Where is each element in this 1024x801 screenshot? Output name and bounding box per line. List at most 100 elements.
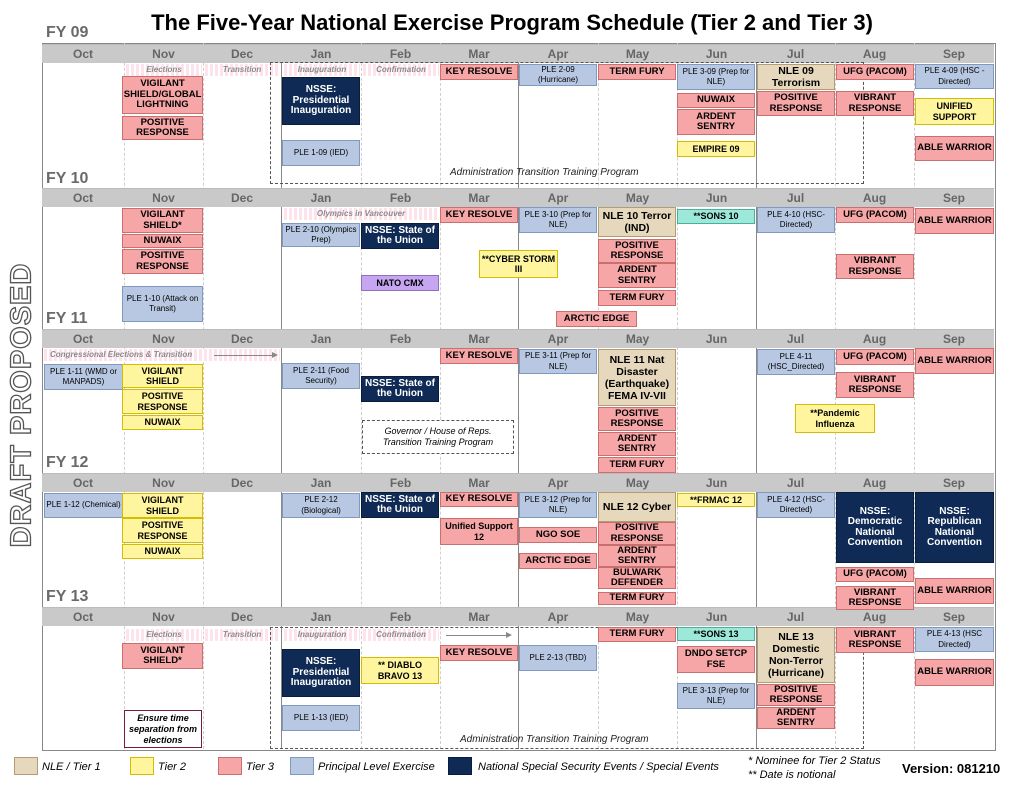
event-block[interactable]: VIGILANT SHIELD* [122, 643, 203, 669]
event-block[interactable]: ARDENT SENTRY [598, 432, 676, 456]
event-block[interactable]: NSSE: State of the Union [361, 223, 439, 249]
event-block[interactable]: PLE 2-10 (Olympics Prep) [282, 223, 360, 247]
event-block[interactable]: ARCTIC EDGE [556, 311, 637, 327]
event-block[interactable]: KEY RESOLVE [440, 207, 518, 223]
event-block[interactable]: PLE 3-13 (Prep for NLE) [677, 683, 755, 709]
event-block[interactable]: BULWARK DEFENDER [598, 567, 676, 589]
event-block[interactable]: NLE 11 Nat Disaster (Earthquake) FEMA IV… [598, 349, 676, 406]
event-block[interactable]: NLE 09 Terrorism [757, 64, 835, 90]
event-block[interactable]: **FRMAC 12 [677, 493, 755, 507]
event-block[interactable]: ** DIABLO BRAVO 13 [361, 657, 439, 684]
event-block[interactable]: NUWAIX [122, 544, 203, 559]
event-block[interactable]: NGO SOE [519, 527, 597, 543]
event-block[interactable]: TERM FURY [598, 64, 676, 80]
event-block[interactable]: PLE 2-09 (Hurricane) [519, 64, 597, 86]
event-block[interactable]: VIGILANT SHIELD/GLOBAL LIGHTNING [122, 76, 203, 114]
event-block[interactable]: UNIFIED SUPPORT [915, 98, 994, 125]
event-block[interactable]: POSITIVE RESPONSE [122, 389, 203, 414]
event-block[interactable]: UFG (PACOM) [836, 207, 914, 223]
event-block[interactable]: NUWAIX [122, 234, 203, 248]
event-block[interactable]: POSITIVE RESPONSE [122, 116, 203, 140]
event-block[interactable]: PLE 4-12 (HSC-Directed) [757, 492, 835, 518]
event-block[interactable]: VIBRANT RESPONSE [836, 627, 914, 653]
event-block[interactable]: ARDENT SENTRY [677, 109, 755, 135]
event-block[interactable]: VIGILANT SHIELD [122, 364, 203, 388]
event-block[interactable]: NLE 10 Terror (IND) [598, 207, 676, 237]
event-block[interactable]: NSSE: State of the Union [361, 376, 439, 402]
event-block[interactable]: TERM FURY [598, 592, 676, 605]
event-block[interactable]: NSSE: Presidential Inauguration [282, 649, 360, 697]
event-block[interactable]: POSITIVE RESPONSE [757, 91, 835, 116]
event-block[interactable]: PLE 2-12 (Biological) [282, 493, 360, 518]
event-block[interactable]: PLE 1-12 (Chemical) [44, 493, 123, 518]
event-block[interactable]: DNDO SETCP FSE [677, 646, 755, 673]
event-block[interactable]: **Pandemic Influenza [795, 404, 875, 433]
event-block[interactable]: KEY RESOLVE [440, 492, 518, 507]
event-block[interactable]: UFG (PACOM) [836, 567, 914, 582]
month-label: Mar [468, 332, 490, 346]
event-block[interactable]: NSSE: State of the Union [361, 492, 439, 518]
event-block[interactable]: EMPIRE 09 [677, 141, 755, 157]
event-block[interactable]: NSSE: Presidential Inauguration [282, 77, 360, 125]
month-label: Dec [230, 47, 253, 61]
event-block[interactable]: NLE 12 Cyber [598, 492, 676, 522]
event-block[interactable]: NUWAIX [122, 415, 203, 430]
event-block[interactable]: PLE 1-10 (Attack on Transit) [122, 286, 203, 322]
event-block[interactable]: UFG (PACOM) [836, 64, 914, 80]
month-label: Jul [786, 191, 805, 205]
event-block[interactable]: ABLE WARRIOR [915, 348, 994, 374]
event-block[interactable]: PLE 1-13 (IED) [282, 705, 360, 731]
event-block[interactable]: KEY RESOLVE [440, 645, 518, 661]
month-label: May [625, 610, 650, 624]
event-block[interactable]: NUWAIX [677, 93, 755, 108]
event-block[interactable]: VIBRANT RESPONSE [836, 254, 914, 279]
event-block[interactable]: ABLE WARRIOR [915, 208, 994, 234]
congressional-band: Congressional Elections & Transition [44, 349, 280, 361]
event-block[interactable]: POSITIVE RESPONSE [598, 239, 676, 263]
event-block[interactable]: NSSE: Republican National Convention [915, 492, 994, 563]
event-block[interactable]: PLE 1-11 (WMD or MANPADS) [44, 364, 123, 390]
event-block[interactable]: PLE 3-12 (Prep for NLE) [519, 492, 597, 518]
event-block[interactable]: KEY RESOLVE [440, 348, 518, 364]
event-block[interactable]: ABLE WARRIOR [915, 659, 994, 686]
event-block[interactable]: TERM FURY [598, 290, 676, 306]
event-block[interactable]: TERM FURY [598, 627, 676, 642]
event-block[interactable]: PLE 4-13 (HSC Directed) [915, 627, 994, 652]
event-block[interactable]: NSSE: Democratic National Convention [836, 492, 914, 563]
event-block[interactable]: ABLE WARRIOR [915, 136, 994, 161]
event-block[interactable]: POSITIVE RESPONSE [122, 249, 203, 274]
event-block[interactable]: PLE 3-10 (Prep for NLE) [519, 207, 597, 233]
event-block[interactable]: PLE 1-09 (IED) [282, 140, 360, 166]
event-block[interactable]: **SONS 13 [677, 627, 755, 641]
event-block[interactable]: POSITIVE RESPONSE [122, 518, 203, 543]
event-block[interactable]: VIBRANT RESPONSE [836, 372, 914, 398]
event-block[interactable]: NATO CMX [361, 275, 439, 291]
event-block[interactable]: TERM FURY [598, 457, 676, 473]
event-block[interactable]: VIGILANT SHIELD [122, 493, 203, 518]
event-block[interactable]: Unified Support 12 [440, 518, 518, 545]
event-block[interactable]: ARDENT SENTRY [598, 263, 676, 288]
event-block[interactable]: POSITIVE RESPONSE [757, 684, 835, 706]
event-block[interactable]: PLE 4-09 (HSC -Directed) [915, 64, 994, 89]
event-block[interactable]: POSITIVE RESPONSE [598, 522, 676, 545]
event-block[interactable]: NLE 13 Domestic Non-Terror (Hurricane) [757, 627, 835, 683]
event-block[interactable]: PLE 3-09 (Prep for NLE) [677, 64, 755, 90]
event-block[interactable]: PLE 4-11 (HSC_Directed) [757, 349, 835, 375]
event-block[interactable]: ABLE WARRIOR [915, 578, 994, 604]
event-block[interactable]: **SONS 10 [677, 209, 755, 224]
event-block[interactable]: ARDENT SENTRY [757, 707, 835, 729]
event-block[interactable]: UFG (PACOM) [836, 349, 914, 365]
month-label: Sep [942, 476, 965, 490]
event-block[interactable]: PLE 4-10 (HSC-Directed) [757, 207, 835, 233]
event-block[interactable]: POSITIVE RESPONSE [598, 407, 676, 431]
event-block[interactable]: **CYBER STORM III [479, 250, 558, 278]
event-block[interactable]: ARDENT SENTRY [598, 545, 676, 567]
event-block[interactable]: PLE 2-13 (TBD) [519, 645, 597, 671]
event-block[interactable]: VIBRANT RESPONSE [836, 91, 914, 116]
event-block[interactable]: VIGILANT SHIELD* [122, 208, 203, 233]
event-block[interactable]: ARCTIC EDGE [519, 553, 597, 569]
event-block[interactable]: PLE 2-11 (Food Security) [282, 363, 360, 389]
event-block[interactable]: VIBRANT RESPONSE [836, 586, 914, 610]
event-block[interactable]: KEY RESOLVE [440, 64, 518, 80]
event-block[interactable]: PLE 3-11 (Prep for NLE) [519, 349, 597, 374]
